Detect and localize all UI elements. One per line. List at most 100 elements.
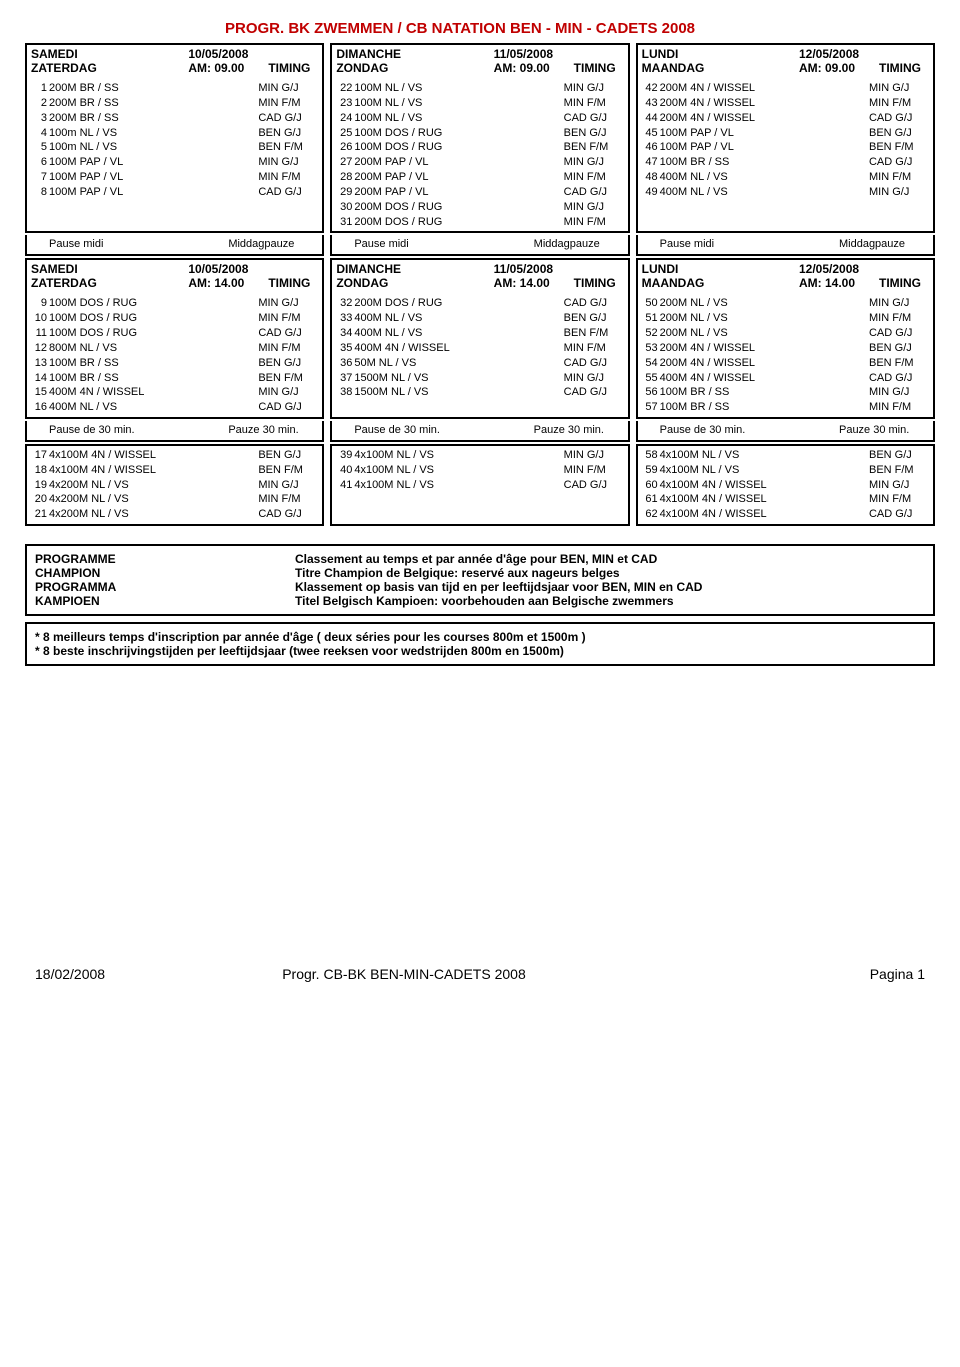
event-row: 381500M NL / VSCAD G/J xyxy=(336,385,623,400)
event-name: 100M BR / SS xyxy=(660,400,869,415)
event-row: 28200M PAP / VLMIN F/M xyxy=(336,170,623,185)
event-num: 7 xyxy=(31,170,49,185)
event-name: 1500M NL / VS xyxy=(354,385,563,400)
event-cat: MIN F/M xyxy=(564,215,624,230)
event-num: 11 xyxy=(31,326,49,341)
event-row: 53200M 4N / WISSELBEN G/J xyxy=(642,341,929,356)
event-name: 100M DOS / RUG xyxy=(354,126,563,141)
page-title: PROGR. BK ZWEMMEN / CB NATATION BEN - MI… xyxy=(25,20,935,37)
event-name: 200M NL / VS xyxy=(660,326,869,341)
event-row: 25100M DOS / RUGBEN G/J xyxy=(336,126,623,141)
event-cat: MIN G/J xyxy=(869,81,929,96)
pause-nl: Middagpauze xyxy=(534,237,624,252)
event-num: 59 xyxy=(642,463,660,478)
event-row: 22100M NL / VSMIN G/J xyxy=(336,81,623,96)
programme-desc: Titel Belgisch Kampioen: voorbehouden aa… xyxy=(295,594,925,608)
event-num: 39 xyxy=(336,448,354,463)
timing-label: TIMING xyxy=(574,276,624,290)
event-name: 100M BR / SS xyxy=(49,356,258,371)
event-name: 400M NL / VS xyxy=(660,170,869,185)
session-column: SAMEDI10/05/2008ZATERDAGAM: 09.00TIMING1… xyxy=(25,43,324,233)
event-row: 52200M NL / VSCAD G/J xyxy=(642,326,929,341)
event-num: 17 xyxy=(31,448,49,463)
session-time: AM: 14.00 xyxy=(494,276,574,290)
pause-nl: Pauze 30 min. xyxy=(839,423,929,438)
event-num: 58 xyxy=(642,448,660,463)
event-name: 4x200M NL / VS xyxy=(49,478,258,493)
pause-cell: Pause midiMiddagpauze xyxy=(25,235,324,256)
pause-nl: Pauze 30 min. xyxy=(228,423,318,438)
event-name: 100M PAP / VL xyxy=(660,126,869,141)
event-name: 4x100M NL / VS xyxy=(354,448,563,463)
event-cat: MIN G/J xyxy=(258,385,318,400)
event-cat: CAD G/J xyxy=(258,507,318,522)
event-name: 200M 4N / WISSEL xyxy=(660,341,869,356)
event-name: 100M NL / VS xyxy=(354,96,563,111)
event-num: 34 xyxy=(336,326,354,341)
event-num: 24 xyxy=(336,111,354,126)
event-num: 42 xyxy=(642,81,660,96)
event-cat: CAD G/J xyxy=(564,185,624,200)
event-num: 35 xyxy=(336,341,354,356)
event-name: 4x100M 4N / WISSEL xyxy=(49,448,258,463)
timing-label: TIMING xyxy=(574,61,624,75)
event-row: 51200M NL / VSMIN F/M xyxy=(642,311,929,326)
session-column: LUNDI12/05/2008MAANDAGAM: 09.00TIMING422… xyxy=(636,43,935,233)
event-num: 36 xyxy=(336,356,354,371)
event-name: 4x100M NL / VS xyxy=(660,448,869,463)
footer-date: 18/02/2008 xyxy=(35,966,282,982)
event-row: 13100M BR / SSBEN G/J xyxy=(31,356,318,371)
event-name: 400M NL / VS xyxy=(354,311,563,326)
event-cat: MIN G/J xyxy=(564,200,624,215)
event-name: 100M DOS / RUG xyxy=(49,326,258,341)
event-num: 13 xyxy=(31,356,49,371)
event-name: 400M NL / VS xyxy=(49,400,258,415)
event-cat: BEN F/M xyxy=(869,356,929,371)
event-row: 27200M PAP / VLMIN G/J xyxy=(336,155,623,170)
event-cat: BEN F/M xyxy=(869,140,929,155)
event-num: 53 xyxy=(642,341,660,356)
event-row: 11100M DOS / RUGCAD G/J xyxy=(31,326,318,341)
event-name: 200M NL / VS xyxy=(660,311,869,326)
event-row: 6100M PAP / VLMIN G/J xyxy=(31,155,318,170)
session-time: AM: 09.00 xyxy=(799,61,879,75)
event-num: 21 xyxy=(31,507,49,522)
event-row: 14100M BR / SSBEN F/M xyxy=(31,371,318,386)
event-cat: BEN G/J xyxy=(258,356,318,371)
event-cat: CAD G/J xyxy=(564,111,624,126)
day-nl: ZATERDAG xyxy=(31,276,188,290)
event-cat: MIN F/M xyxy=(564,341,624,356)
event-num: 3 xyxy=(31,111,49,126)
event-row: 57100M BR / SSMIN F/M xyxy=(642,400,929,415)
event-cat: CAD G/J xyxy=(258,326,318,341)
event-cat: CAD G/J xyxy=(869,326,929,341)
event-name: 4x100M NL / VS xyxy=(354,478,563,493)
event-cat: MIN F/M xyxy=(564,170,624,185)
event-cat: MIN G/J xyxy=(258,478,318,493)
programme-label: PROGRAMMA xyxy=(35,580,295,594)
event-cat: MIN G/J xyxy=(869,385,929,400)
event-row: 3200M BR / SSCAD G/J xyxy=(31,111,318,126)
event-row: 1200M BR / SSMIN G/J xyxy=(31,81,318,96)
event-name: 100M PAP / VL xyxy=(49,185,258,200)
event-num: 19 xyxy=(31,478,49,493)
event-row: 214x200M NL / VSCAD G/J xyxy=(31,507,318,522)
event-num: 29 xyxy=(336,185,354,200)
event-cat: CAD G/J xyxy=(258,400,318,415)
event-name: 100M DOS / RUG xyxy=(49,311,258,326)
event-cat: MIN F/M xyxy=(258,96,318,111)
event-num: 28 xyxy=(336,170,354,185)
event-row: 604x100M 4N / WISSELMIN G/J xyxy=(642,478,929,493)
notes-box: * 8 meilleurs temps d'inscription par an… xyxy=(25,622,935,666)
event-cat: MIN G/J xyxy=(258,81,318,96)
event-row: 43200M 4N / WISSELMIN F/M xyxy=(642,96,929,111)
day-nl: ZATERDAG xyxy=(31,61,188,75)
event-row: 23100M NL / VSMIN F/M xyxy=(336,96,623,111)
event-name: 200M 4N / WISSEL xyxy=(660,111,869,126)
event-name: 1500M NL / VS xyxy=(354,371,563,386)
event-cat: CAD G/J xyxy=(258,111,318,126)
session-time: AM: 14.00 xyxy=(799,276,879,290)
event-num: 52 xyxy=(642,326,660,341)
timing-label: TIMING xyxy=(879,276,929,290)
event-name: 4x100M NL / VS xyxy=(660,463,869,478)
